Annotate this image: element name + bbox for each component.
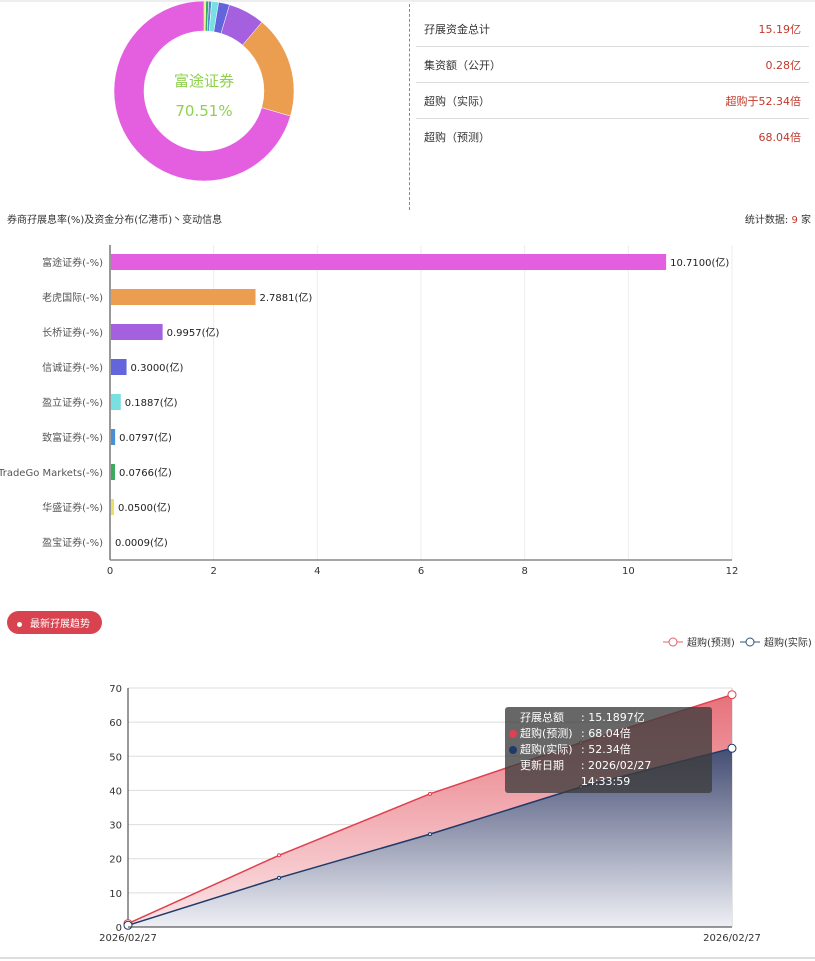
donut-slice: [113, 0, 291, 182]
tooltip-key: 更新日期: [520, 759, 564, 772]
donut-center-name: 富途证券: [173, 72, 234, 90]
tooltip-value: : 15.1897亿: [581, 711, 645, 724]
legend-label: 超购(预测): [687, 638, 735, 649]
count-label: 统计数据:: [744, 215, 792, 226]
bar-category-label: 富途证券(-%): [42, 256, 103, 269]
data-point: [428, 791, 432, 796]
legend-item-forecast[interactable]: 超购(预测): [663, 634, 735, 649]
x-tick-label: 4: [314, 566, 320, 577]
trend-badge[interactable]: 最新孖展趋势: [7, 611, 102, 634]
tooltip-key: 孖展总额: [520, 711, 564, 724]
y-tick-label: 0: [116, 923, 122, 934]
bar-data-label: 0.1887(亿): [125, 396, 178, 409]
x-tick-label: 10: [622, 566, 635, 577]
top-border: [0, 0, 815, 2]
data-point: [727, 690, 737, 700]
stat-label: 超购（实际）: [424, 94, 490, 108]
legend-circle-icon: [740, 637, 760, 646]
stat-label: 超购（预测）: [424, 131, 490, 144]
bar: [111, 254, 667, 270]
data-point: [727, 743, 737, 753]
stat-value: 0.28亿: [765, 58, 802, 72]
bar-category-label: TradeGo Markets(-%): [0, 468, 103, 479]
tooltip-value: : 68.04倍: [581, 727, 631, 740]
bar-data-label: 2.7881(亿): [260, 291, 313, 304]
tooltip-key: 超购(实际): [520, 743, 573, 756]
bar-category-label: 华盛证券(-%): [42, 501, 103, 514]
x-tick-label: 12: [726, 566, 739, 577]
x-tick-label: 0: [107, 566, 113, 577]
bar-data-label: 0.3000(亿): [131, 361, 184, 374]
donut-center-percent: 70.51%: [175, 102, 233, 120]
tooltip-value: : 2026/02/27 14:33:59: [580, 759, 652, 788]
tooltip-row: 孖展总额 : 15.1897亿: [513, 710, 704, 726]
y-tick-label: 70: [109, 684, 122, 695]
bar-category-label: 长桥证券(-%): [42, 326, 103, 339]
data-point: [277, 853, 281, 858]
legend-circle-icon: [663, 637, 683, 646]
stat-row-total-margin: 孖展资金总计 15.19亿: [416, 11, 809, 47]
tooltip-row: 超购(实际) : 52.34倍: [509, 742, 704, 758]
stat-value: 68.04倍: [758, 131, 802, 144]
tooltip-key: 超购(预测): [520, 727, 573, 740]
bar-category-label: 盈宝证券(-%): [42, 536, 103, 549]
stat-row-forecast-oversub: 超购（预测） 68.04倍: [416, 119, 809, 155]
legend-label: 超购(实际): [764, 638, 812, 649]
bar-data-label: 0.0500(亿): [118, 501, 171, 514]
y-tick-label: 10: [109, 889, 122, 900]
tooltip-row: 超购(预测) : 68.04倍: [509, 726, 704, 742]
bar: [111, 394, 121, 410]
bar-chart: 0 2 4 6 8 10 12 富途证券(-%) 10.7100(亿) 老虎国际(-%) 2.788…: [0, 245, 739, 577]
x-tick-label: 2026/02/27: [99, 933, 157, 944]
bar-data-label: 0.0797(亿): [119, 431, 172, 444]
y-tick-label: 40: [109, 786, 122, 797]
bar-category-label: 致富证券(-%): [42, 431, 103, 444]
x-tick-label: 6: [418, 566, 424, 577]
bar-data-label: 0.0766(亿): [119, 466, 172, 479]
chart-tooltip: 孖展总额 : 15.1897亿 超购(预测) : 68.04倍 超购(实际) : 52…: [505, 707, 712, 793]
bar-category-label: 盈立证券(-%): [42, 396, 103, 409]
broker-count: 统计数据: 9 家: [745, 211, 811, 226]
bar-category-label: 老虎国际(-%): [42, 291, 103, 304]
y-tick-label: 50: [109, 752, 122, 763]
divider: [409, 4, 410, 210]
red-dot-icon: [509, 730, 517, 738]
navy-dot-icon: [509, 746, 517, 754]
data-point: [123, 920, 133, 930]
y-tick-label: 20: [109, 855, 122, 866]
y-tick-label: 60: [109, 718, 122, 729]
stat-row-public-raise: 集资额（公开） 0.28亿: [416, 47, 809, 83]
donut-chart: [113, 0, 295, 182]
bar-data-label: 0.0009(亿): [115, 536, 168, 549]
stat-label: 孖展资金总计: [424, 22, 490, 36]
data-point: [428, 832, 432, 837]
tooltip-value: : 52.34倍: [581, 743, 631, 756]
count-value: 9: [791, 215, 798, 226]
bottom-border: [0, 957, 815, 959]
legend-item-actual[interactable]: 超购(实际): [740, 634, 812, 649]
bar: [111, 359, 127, 375]
count-unit: 家: [797, 215, 811, 226]
stat-value: 15.19亿: [758, 22, 802, 36]
section-subtitle: 券商孖展息率(%)及资金分布(亿港币)丶变动信息: [7, 215, 223, 226]
x-tick-label: 8: [521, 566, 527, 577]
x-tick-label: 2026/02/27: [703, 933, 761, 944]
stat-row-actual-oversub: 超购（实际） 超购于52.34倍: [416, 83, 809, 119]
x-tick-label: 2: [210, 566, 216, 577]
stat-label: 集资额（公开）: [424, 58, 501, 72]
bar-category-label: 信诚证券(-%): [42, 361, 103, 374]
data-point: [277, 875, 281, 880]
y-tick-label: 30: [109, 821, 122, 832]
tooltip-row: 更新日期 : 2026/02/27 14:33:59: [513, 758, 704, 790]
bar-data-label: 0.9957(亿): [167, 326, 220, 339]
bar-data-label: 10.7100(亿): [670, 256, 729, 269]
stat-value: 超购于52.34倍: [725, 94, 802, 108]
bar: [111, 464, 115, 480]
bar: [111, 429, 116, 445]
bar: [111, 499, 114, 515]
bar: [111, 324, 163, 340]
donut-center-label: 富途证券 70.51%: [144, 66, 264, 126]
bar: [111, 289, 256, 305]
